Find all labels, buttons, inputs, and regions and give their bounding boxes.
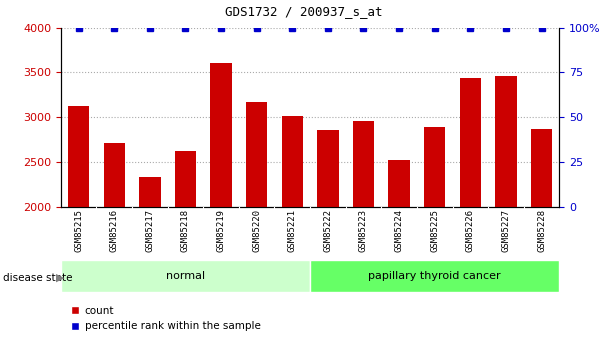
Text: GSM85226: GSM85226 xyxy=(466,209,475,252)
Bar xyxy=(353,121,374,207)
Text: GSM85223: GSM85223 xyxy=(359,209,368,252)
Bar xyxy=(139,177,161,207)
Text: GDS1732 / 200937_s_at: GDS1732 / 200937_s_at xyxy=(225,5,383,18)
Text: GSM85220: GSM85220 xyxy=(252,209,261,252)
Text: GSM85217: GSM85217 xyxy=(145,209,154,252)
Text: GSM85221: GSM85221 xyxy=(288,209,297,252)
Bar xyxy=(424,127,446,207)
Text: ▶: ▶ xyxy=(56,273,64,283)
Bar xyxy=(389,160,410,207)
Bar xyxy=(317,130,339,207)
Bar xyxy=(310,260,559,292)
Text: GSM85224: GSM85224 xyxy=(395,209,404,252)
Text: disease state: disease state xyxy=(3,273,72,283)
Text: normal: normal xyxy=(166,271,205,281)
Bar xyxy=(246,102,268,207)
Text: GSM85215: GSM85215 xyxy=(74,209,83,252)
Text: GSM85219: GSM85219 xyxy=(216,209,226,252)
Text: GSM85222: GSM85222 xyxy=(323,209,333,252)
Text: GSM85228: GSM85228 xyxy=(537,209,546,252)
Text: GSM85225: GSM85225 xyxy=(430,209,439,252)
Bar xyxy=(103,143,125,207)
Bar xyxy=(282,116,303,207)
Legend: count, percentile rank within the sample: count, percentile rank within the sample xyxy=(66,302,265,335)
Bar xyxy=(460,78,481,207)
Bar xyxy=(68,106,89,207)
Bar xyxy=(531,129,552,207)
Text: GSM85218: GSM85218 xyxy=(181,209,190,252)
Text: papillary thyroid cancer: papillary thyroid cancer xyxy=(368,271,501,281)
Bar xyxy=(496,76,517,207)
Bar xyxy=(210,63,232,207)
Text: GSM85216: GSM85216 xyxy=(109,209,119,252)
Text: GSM85227: GSM85227 xyxy=(502,209,511,252)
Bar xyxy=(61,260,310,292)
Bar xyxy=(174,151,196,207)
